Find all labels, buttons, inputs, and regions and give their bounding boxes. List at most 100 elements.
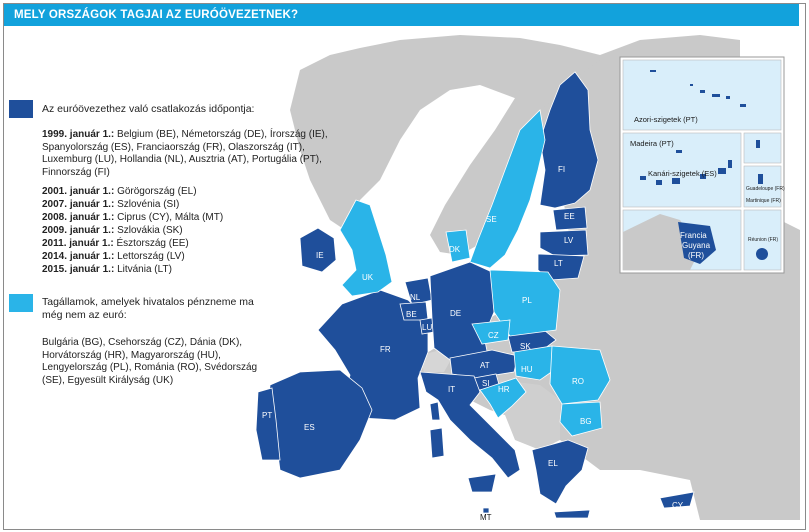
legend-entry-date: 2008. — [42, 212, 68, 223]
country-hu — [513, 345, 561, 381]
legend-entry-date: 1999. január 1.: — [42, 129, 115, 140]
label-dk: DK — [449, 245, 461, 254]
label-uk: UK — [362, 273, 374, 282]
legend-entry-1999: 1999. január 1.: Belgium (BE), Németorsz… — [42, 129, 342, 179]
label-pt: PT — [262, 411, 272, 420]
legend-entry-text: Belgium (BE), Németország (DE), Írország… — [42, 129, 328, 178]
legend-entry-2008: 2008. január 1.: Ciprus (CY), Málta (MT) — [42, 212, 382, 225]
country-it-sicily — [467, 473, 497, 493]
country-el — [531, 439, 589, 505]
label-bg: BG — [580, 417, 592, 426]
legend-entry-2001: 2001. január 1.: Görögország (EL) — [42, 186, 382, 199]
label-lv: LV — [564, 236, 574, 245]
legend-entry-month: január 1.: — [69, 212, 115, 223]
label-be: BE — [406, 310, 417, 319]
label-pl: PL — [522, 296, 532, 305]
legend-entry-month: január 1.: — [69, 186, 115, 197]
country-lt — [537, 253, 585, 281]
inset-azores: Azori-szigetek (PT) — [634, 115, 698, 124]
label-nl: NL — [410, 293, 421, 302]
label-mt: MT — [480, 513, 492, 522]
legend-member-heading: Az euróövezethez való csatlakozás időpon… — [42, 103, 255, 115]
label-fi: FI — [558, 165, 565, 174]
country-cy — [659, 491, 695, 509]
country-bg — [559, 401, 603, 437]
country-se — [469, 109, 546, 269]
legend-entry-text: Szlovákia (SK) — [117, 225, 183, 236]
legend-entry-date: 2007. — [42, 199, 68, 210]
country-de — [429, 261, 495, 361]
country-it-sardinia — [429, 427, 445, 459]
label-fr: FR — [380, 345, 391, 354]
inset-madeira: Madeira (PT) — [630, 139, 674, 148]
label-lt: LT — [554, 259, 563, 268]
label-sk: SK — [520, 342, 531, 351]
label-cz: CZ — [488, 331, 499, 340]
label-ie: IE — [316, 251, 324, 260]
legend-entry-2014: 2014. január 1.: Lettország (LV) — [42, 251, 382, 264]
country-it — [419, 371, 521, 479]
country-pt — [255, 387, 281, 461]
legend-entry-month: január 1.: — [69, 251, 115, 262]
country-ie — [299, 227, 337, 273]
country-ee — [552, 206, 588, 231]
legend-entry-month: január 1.: — [69, 199, 115, 210]
legend-entry-date: 2014. — [42, 251, 68, 262]
outermost-regions-inset: Azori-szigetek (PT) Madeira (PT) Kanári-… — [619, 56, 785, 274]
legend-entry-month: január 1.: — [69, 264, 115, 275]
country-ro — [549, 345, 611, 405]
legend-entry-text: Lettország (LV) — [117, 251, 185, 262]
country-uk — [339, 199, 393, 297]
country-mt — [482, 507, 490, 514]
legend-entry-text: Litvánia (LT) — [117, 264, 172, 275]
country-pl — [489, 269, 561, 337]
legend-entry-date: 2015. — [42, 264, 68, 275]
legend-entry-date: 2011. — [42, 238, 67, 249]
label-ro: RO — [572, 377, 584, 386]
legend-entry-text: Észtország (EE) — [116, 238, 189, 249]
label-es: ES — [304, 423, 315, 432]
legend-entry-month: január 1.: — [69, 225, 115, 236]
country-cz — [471, 319, 511, 345]
legend-entry-month: január 1.: — [69, 238, 114, 249]
label-de: DE — [450, 309, 461, 318]
country-dk — [445, 229, 471, 263]
legend-nonmember-list: Bulgária (BG), Csehország (CZ), Dánia (D… — [42, 337, 258, 386]
country-es — [267, 369, 373, 479]
country-hr — [479, 377, 527, 419]
inset-canary: Kanári-szigetek (ES) — [648, 169, 717, 178]
label-it: IT — [448, 385, 455, 394]
country-el-crete — [553, 509, 591, 519]
label-at: AT — [480, 361, 490, 370]
legend-entry-2011: 2011. január 1.: Észtország (EE) — [42, 238, 382, 251]
legend-entry-2009: 2009. január 1.: Szlovákia (SK) — [42, 225, 382, 238]
country-fr-corsica — [429, 401, 441, 421]
inset-guyana-l3: (FR) — [688, 251, 704, 260]
legend-entry-text: Görögország (EL) — [117, 186, 197, 197]
inset-martinique: Martinique (FR) — [746, 198, 781, 204]
legend-nonmember-swatch — [9, 294, 33, 312]
legend-nonmember-heading: Tagállamok, amelyek hivatalos pénzneme m… — [42, 296, 254, 321]
label-ee: EE — [564, 212, 575, 221]
inset-guyana-l1: Francia — [680, 231, 707, 240]
legend-entry-text: Ciprus (CY), Málta (MT) — [117, 212, 224, 223]
label-hr: HR — [498, 385, 510, 394]
legend-entry-2015: 2015. január 1.: Litvánia (LT) — [42, 264, 382, 277]
legend-member-swatch — [9, 100, 33, 118]
label-si: SI — [482, 379, 490, 388]
page-title: MELY ORSZÁGOK TAGJAI AZ EURÓÖVEZETNEK? — [4, 4, 799, 26]
label-lu: LU — [422, 323, 432, 332]
inset-reunion: Réunion (FR) — [748, 237, 778, 243]
inset-guadeloupe: Guadeloupe (FR) — [746, 186, 785, 192]
inset-guyana-l2: Guyana — [682, 241, 711, 250]
label-hu: HU — [521, 365, 533, 374]
label-cy: CY — [672, 501, 684, 510]
legend-entry-2007: 2007. január 1.: Szlovénia (SI) — [42, 199, 382, 212]
legend-entry-text: Szlovénia (SI) — [117, 199, 180, 210]
label-se: SE — [486, 215, 497, 224]
norway — [430, 55, 600, 255]
legend-entry-date: 2001. — [42, 186, 68, 197]
legend-entry-date: 2009. — [42, 225, 68, 236]
label-el: EL — [548, 459, 558, 468]
